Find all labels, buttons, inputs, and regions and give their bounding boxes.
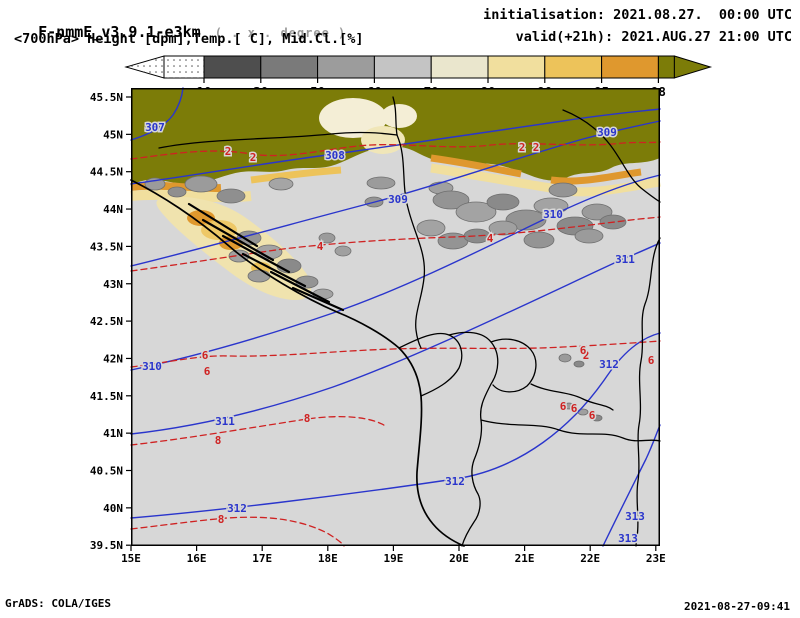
lat-axis-label: 40N	[103, 502, 123, 515]
lon-axis-label: 22E	[580, 552, 600, 565]
temp-contour-label: 2	[583, 349, 590, 362]
height-contour-label: 312	[445, 475, 465, 488]
temp-contour-label: 4	[487, 232, 494, 245]
lat-axis-label: 45N	[103, 128, 123, 141]
height-contour-311	[130, 242, 661, 435]
height-contour-310	[130, 174, 661, 371]
creation-timestamp: 2021-08-27-09:41	[684, 600, 790, 613]
temp-contour-label: 6	[580, 344, 587, 357]
temp-contour-8a	[130, 415, 388, 446]
temp-contour-label: 6	[202, 349, 209, 362]
lat-axis-label: 44N	[103, 203, 123, 216]
temp-contour-label: 6	[571, 402, 578, 415]
country-borders	[158, 96, 661, 547]
temp-contour-label: 8	[304, 412, 311, 425]
lat-axis-label: 39.5N	[90, 539, 123, 552]
lon-axis-label: 15E	[121, 552, 141, 565]
temp-contour-4	[130, 216, 661, 272]
height-contour-label: 308	[325, 149, 345, 162]
lat-axis-label: 42N	[103, 352, 123, 365]
temp-contour-2	[130, 141, 661, 160]
contour-value-labels: 307 308 309 309 310 310 311 311 312 312 312 313 313 2…	[141, 120, 657, 547]
adriatic-coastline	[130, 179, 465, 547]
height-contour-label: 310	[142, 360, 162, 373]
adriatic-islands	[187, 202, 345, 312]
field-title: <700hPa> Height [dpm],Temp.[ C], Mid.Cl.…	[14, 31, 364, 47]
height-contour-308	[130, 108, 661, 185]
temp-contour-label: 2	[225, 145, 232, 158]
height-contour-label: 309	[388, 193, 408, 206]
lat-axis-label: 41.5N	[90, 390, 123, 403]
lat-axis-label: 41N	[103, 427, 123, 440]
height-contour-label: 311	[215, 415, 235, 428]
colorbar-segments	[124, 55, 713, 79]
map-canvas: 45.5N 45N 44.5N 44N 43.5N 43N 42.5N 42N 41.5N 41N…	[90, 87, 666, 565]
temperature-contours	[130, 141, 661, 547]
model-title-line: F-nmmE_v3.9.1-e3km ( . x . degree )	[2, 5, 346, 59]
lon-axis-label: 18E	[318, 552, 338, 565]
lat-axis-label: 40.5N	[90, 465, 123, 478]
lon-axis-label: 20E	[449, 552, 469, 565]
lon-axis-label: 17E	[252, 552, 272, 565]
lon-axis-label: 21E	[515, 552, 535, 565]
height-contour-label: 309	[597, 126, 617, 139]
height-contour-label: 312	[227, 502, 247, 515]
lat-axis-label: 44.5N	[90, 166, 123, 179]
temp-contour-label: 8	[218, 513, 225, 526]
lat-axis-label: 43N	[103, 278, 123, 291]
temp-contour-label: 2	[519, 141, 526, 154]
colorbar-right-arrow-icon	[673, 55, 713, 79]
model-title: F-nmmE_v3.9.1-e3km	[38, 23, 201, 41]
valid-time: valid(+21h): 2021.AUG.27 21:00 UTC	[515, 29, 792, 45]
cloud-cover-colorbar: 103050607080909598	[124, 55, 713, 99]
temp-contour-label: 6	[589, 409, 596, 422]
temp-contour-label: 6	[560, 400, 567, 413]
height-contour-label: 311	[615, 253, 635, 266]
grads-credit: GrADS: COLA/IGES	[5, 597, 111, 610]
temp-contour-label: 4	[317, 240, 324, 253]
lat-axis-label: 42.5N	[90, 315, 123, 328]
coastline-and-borders	[130, 96, 661, 547]
temp-contour-label: 6	[648, 354, 655, 367]
lat-axis-label: 45.5N	[90, 91, 123, 104]
temp-contour-label: 6	[204, 365, 211, 378]
model-resolution: ( . x . degree )	[214, 26, 347, 40]
height-contour-label: 313	[618, 532, 638, 545]
temp-contour-label: 2	[250, 151, 257, 164]
temp-contour-label: 8	[215, 434, 222, 447]
initialisation-time: initialisation: 2021.08.27. 00:00 UTC	[483, 7, 792, 23]
height-contours	[130, 87, 661, 547]
temp-contour-label: 2	[533, 141, 540, 154]
temp-contour-8b	[130, 516, 345, 547]
axes: 45.5N 45N 44.5N 44N 43.5N 43N 42.5N 42N 41.5N 41N…	[90, 91, 666, 565]
height-contour-313	[602, 424, 661, 547]
lon-axis-label: 19E	[383, 552, 403, 565]
height-contour-312	[130, 332, 661, 519]
height-contour-label: 312	[599, 358, 619, 371]
height-contour-307	[130, 87, 184, 141]
temp-contour-6	[130, 340, 661, 368]
height-contour-label: 310	[543, 208, 563, 221]
height-contour-label: 313	[625, 510, 645, 523]
cloud-shading	[130, 88, 661, 422]
lon-axis-label: 23E	[646, 552, 666, 565]
lon-axis-label: 16E	[187, 552, 207, 565]
height-contour-label: 307	[145, 121, 165, 134]
height-contour-309	[130, 120, 661, 267]
lat-axis-label: 43.5N	[90, 240, 123, 253]
map-frame	[131, 88, 660, 546]
